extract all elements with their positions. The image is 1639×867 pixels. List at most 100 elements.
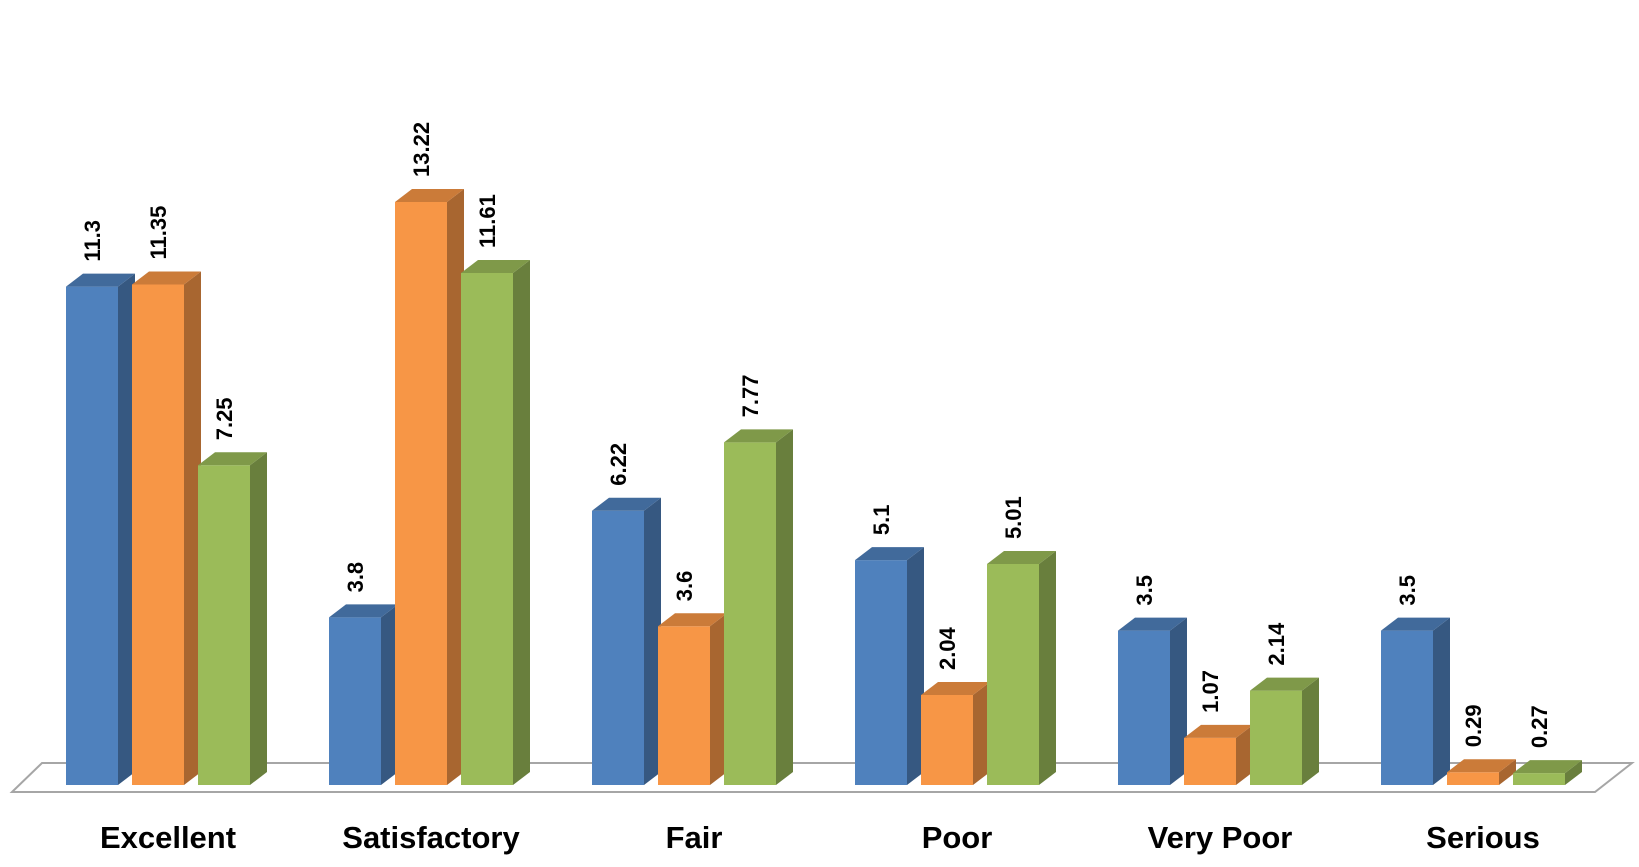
bar-front-face — [395, 201, 447, 786]
category-label-serious: Serious — [1426, 820, 1540, 855]
bar-side-face — [381, 604, 398, 785]
category-labels-layer: Excellent Satisfactory Fair Poor Very Poor Se… — [100, 820, 1540, 855]
bar-top-face — [198, 452, 267, 466]
value-label: 5.1 — [869, 504, 894, 535]
bar-front-face — [987, 564, 1039, 785]
bar-side-face — [1236, 724, 1253, 785]
value-label: 11.35 — [146, 206, 171, 260]
bar-serious-series-2 — [1447, 759, 1516, 785]
bar-side-face — [710, 613, 727, 785]
bar-front-face — [1513, 773, 1565, 785]
bar-front-face — [66, 286, 118, 785]
bar-side-face — [1302, 677, 1319, 785]
value-label: 11.61 — [475, 194, 500, 248]
bar-fair-series-1 — [592, 497, 661, 785]
bar-front-face — [1447, 772, 1499, 785]
bar-top-face — [1513, 760, 1582, 774]
bar-side-face — [973, 682, 990, 785]
bar-side-face — [447, 188, 464, 786]
bar-side-face — [1170, 617, 1187, 785]
bar-side-face — [513, 259, 530, 785]
value-label: 3.5 — [1395, 575, 1420, 606]
bar-top-face — [66, 273, 135, 287]
bar-side-face — [1039, 551, 1056, 785]
value-label: 3.8 — [343, 562, 368, 593]
bar-front-face — [1118, 630, 1170, 785]
bar-satisfactory-series-3 — [461, 259, 530, 785]
bar-poor-series-1 — [855, 547, 924, 785]
bar-top-face — [1184, 724, 1253, 738]
value-label: 11.3 — [80, 220, 105, 262]
value-label: 3.5 — [1132, 575, 1157, 606]
bar-excellent-series-1 — [66, 273, 135, 785]
bar-front-face — [198, 465, 250, 785]
bar-side-face — [118, 273, 135, 785]
bar-top-face — [461, 259, 530, 273]
bar-side-face — [250, 452, 267, 785]
bar-top-face — [592, 497, 661, 511]
value-label: 0.27 — [1527, 705, 1552, 748]
value-label: 3.6 — [672, 571, 697, 602]
bar-poor-series-2 — [921, 682, 990, 785]
bar-front-face — [724, 442, 776, 785]
bar-excellent-series-3 — [198, 452, 267, 785]
category-label-very-poor: Very Poor — [1148, 820, 1293, 855]
bar-side-face — [1565, 760, 1582, 785]
bar-very-poor-series-3 — [1250, 677, 1319, 785]
bar-poor-series-3 — [987, 551, 1056, 785]
bar-front-face — [921, 695, 973, 785]
bar-top-face — [921, 682, 990, 696]
bar-side-face — [907, 547, 924, 785]
bar-fair-series-3 — [724, 429, 793, 785]
bar-top-face — [1447, 759, 1516, 773]
bar-front-face — [855, 560, 907, 785]
bar-front-face — [1250, 690, 1302, 785]
value-label: 0.29 — [1461, 704, 1486, 747]
bar-side-face — [644, 497, 661, 785]
value-labels-layer: 11.3 11.35 7.25 3.8 13.22 11.61 6.22 3.6 7.77 5.1… — [80, 122, 1552, 748]
bar-side-face — [1499, 759, 1516, 785]
bar-side-face — [184, 271, 201, 786]
bar-top-face — [132, 271, 201, 285]
bar-top-face — [1381, 617, 1450, 631]
bar-front-face — [658, 626, 710, 785]
bar-satisfactory-series-2 — [395, 188, 464, 786]
bar-front-face — [1184, 737, 1236, 785]
bar-side-face — [1433, 617, 1450, 785]
value-label: 13.22 — [409, 122, 434, 177]
category-label-satisfactory: Satisfactory — [342, 820, 520, 855]
value-label: 1.07 — [1198, 670, 1223, 713]
bar-top-face — [395, 188, 464, 202]
category-label-fair: Fair — [666, 820, 723, 855]
bar-serious-series-3 — [1513, 760, 1582, 785]
bar-very-poor-series-2 — [1184, 724, 1253, 785]
bar-top-face — [724, 429, 793, 443]
bar-front-face — [132, 284, 184, 785]
value-label: 2.04 — [935, 626, 960, 670]
value-label: 6.22 — [606, 443, 631, 486]
value-label: 7.25 — [212, 397, 237, 440]
bar-front-face — [1381, 630, 1433, 785]
category-label-excellent: Excellent — [100, 820, 236, 855]
bar-side-face — [776, 429, 793, 785]
bar-top-face — [658, 613, 727, 627]
value-label: 7.77 — [738, 375, 763, 418]
bar-front-face — [592, 510, 644, 785]
bar-excellent-series-2 — [132, 271, 201, 786]
bar-top-face — [329, 604, 398, 618]
bar-front-face — [461, 272, 513, 785]
bar-front-face — [329, 617, 381, 785]
bar-top-face — [1250, 677, 1319, 691]
category-label-poor: Poor — [922, 820, 993, 855]
bar-fair-series-2 — [658, 613, 727, 785]
bar-satisfactory-series-1 — [329, 604, 398, 785]
bars-layer — [66, 188, 1582, 786]
bar-top-face — [987, 551, 1056, 565]
bar-top-face — [855, 547, 924, 561]
bar-very-poor-series-1 — [1118, 617, 1187, 785]
bar-serious-series-1 — [1381, 617, 1450, 785]
value-label: 2.14 — [1264, 622, 1289, 666]
value-label: 5.01 — [1001, 496, 1026, 539]
bar-top-face — [1118, 617, 1187, 631]
